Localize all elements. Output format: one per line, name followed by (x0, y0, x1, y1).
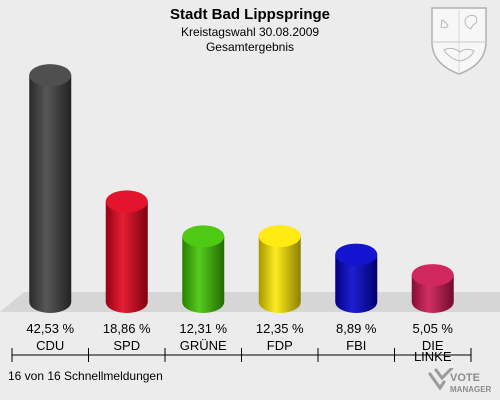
vote-manager-logo: VOTE MANAGER (428, 368, 492, 394)
bar-body (335, 254, 378, 313)
bar-body (182, 236, 225, 313)
category-label: SPD (113, 338, 140, 353)
category-label: DIE (422, 338, 444, 353)
category-label: CDU (36, 338, 64, 353)
bar-cap (182, 225, 225, 248)
value-label: 12,31 % (179, 321, 227, 336)
bar-spd (105, 190, 148, 313)
bar-cap (105, 190, 148, 213)
bar-cap (411, 264, 454, 287)
value-label: 12,35 % (256, 321, 304, 336)
brand-line1: VOTE (450, 372, 480, 384)
bars-group (29, 64, 454, 313)
coat-of-arms-icon (431, 7, 487, 75)
bar-body (29, 75, 72, 313)
bar-cap (29, 64, 72, 87)
brand-line2: MANAGER (450, 385, 492, 394)
bar-cdu (29, 64, 72, 313)
value-label: 42,53 % (26, 321, 74, 336)
category-label: FDP (267, 338, 293, 353)
value-label: 5,05 % (413, 321, 454, 336)
bar-die-linke (411, 264, 454, 313)
value-labels-group: 42,53 % 18,86 % 12,31 % 12,35 % 8,89 % 5,05 % (26, 321, 453, 336)
category-label: LINKE (414, 349, 452, 364)
bar-cap (335, 243, 378, 266)
category-label: FBI (346, 338, 366, 353)
bar-cap (258, 225, 301, 248)
value-label: 8,89 % (336, 321, 377, 336)
bar-grüne (182, 225, 225, 313)
bar-fdp (258, 225, 301, 313)
chart-subtitle-result: Gesamtergebnis (205, 40, 295, 54)
category-label: GRÜNE (180, 338, 227, 353)
category-axis (11, 348, 472, 362)
chart-subtitle: Kreistagswahl 30.08.2009 (180, 25, 320, 39)
bar-body (105, 201, 148, 313)
chart-title: Stadt Bad Lippspringe (169, 6, 330, 23)
bar-fbi (335, 243, 378, 313)
bar-body (258, 236, 301, 313)
value-label: 18,86 % (103, 321, 151, 336)
footer-note: 16 von 16 Schnellmeldungen (8, 369, 163, 383)
